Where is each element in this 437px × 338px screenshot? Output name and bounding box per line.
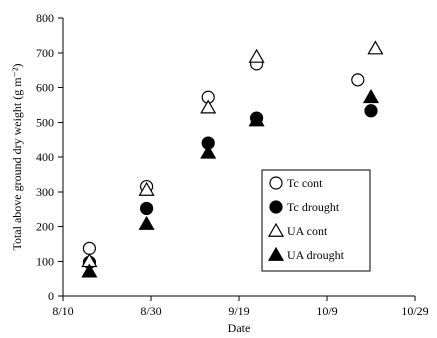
y-tick-label: 200	[36, 220, 54, 234]
data-point-ua-drought	[362, 89, 380, 104]
legend-items: Tc cont Tc drought UA cont UA drought	[267, 176, 345, 262]
y-tick-label: 800	[36, 11, 54, 25]
data-point-ua-drought	[200, 144, 217, 159]
y-tick-label: 500	[36, 115, 54, 129]
legend-label-tc-cont: Tc cont	[287, 176, 323, 190]
data-point-tc-cont	[82, 241, 97, 255]
data-point-ua-drought	[81, 263, 98, 278]
legend: Tc cont Tc drought UA cont UA drought	[261, 169, 371, 272]
data-point-ua-drought	[138, 215, 155, 230]
x-tick-label: 8/30	[140, 304, 161, 318]
legend-label-ua-drought: UA drought	[287, 248, 345, 262]
y-axis-label: Total above ground dry weight (g m⁻²)	[10, 63, 24, 250]
legend-marker-ua-drought	[267, 246, 285, 261]
legend-label-tc-drought: Tc drought	[287, 200, 340, 214]
x-tick-label: 10/29	[401, 304, 428, 318]
y-tick-label: 700	[36, 46, 54, 60]
legend-label-ua-cont: UA cont	[287, 224, 328, 238]
y-tick-label: 100	[36, 254, 54, 268]
data-point-ua-cont	[367, 40, 384, 55]
y-tick-label: 300	[36, 185, 54, 199]
x-ticks: 8/10 8/30 9/19 10/9 10/29	[52, 296, 429, 318]
series-ua-drought	[81, 89, 380, 278]
data-points	[81, 40, 384, 278]
data-point-tc-drought	[364, 104, 378, 118]
data-point-tc-cont	[351, 73, 365, 87]
x-axis-label: Date	[228, 321, 251, 335]
legend-marker-ua-cont	[267, 222, 285, 237]
data-point-ua-drought	[248, 112, 265, 127]
data-point-ua-cont	[248, 48, 265, 63]
y-tick-label: 0	[48, 289, 54, 303]
y-tick-label: 600	[36, 81, 54, 95]
x-tick-label: 9/19	[228, 304, 249, 318]
data-point-ua-cont	[200, 99, 217, 114]
data-point-ua-cont	[138, 181, 155, 196]
y-ticks: 0 100 200 300 400 500 600 700 800	[36, 11, 63, 303]
legend-marker-tc-drought	[269, 200, 283, 214]
legend-marker-tc-cont	[269, 176, 283, 190]
x-tick-label: 10/9	[316, 304, 337, 318]
data-point-tc-drought	[140, 201, 154, 216]
y-tick-label: 400	[36, 150, 54, 164]
x-tick-label: 8/10	[52, 304, 73, 318]
